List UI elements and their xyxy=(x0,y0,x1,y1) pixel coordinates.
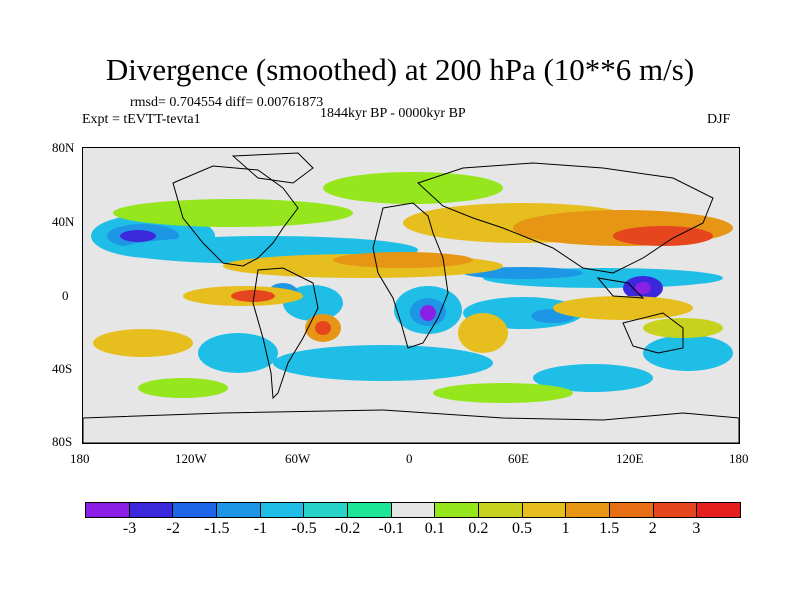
colorbar-label: 1.5 xyxy=(599,520,620,537)
lon-label: 60E xyxy=(508,451,529,466)
colorbar-label: 2 xyxy=(648,520,657,537)
colorbar-label: -2 xyxy=(166,520,180,537)
colorbar-label: 0.1 xyxy=(424,520,445,537)
colorbar-label: 0.2 xyxy=(468,520,489,537)
colorbar-swatch xyxy=(610,503,654,517)
colorbar-swatch xyxy=(653,503,698,517)
lon-label: 180 xyxy=(729,451,749,466)
colorbar-swatch xyxy=(435,503,480,517)
lat-label: 40S xyxy=(52,361,73,376)
lat-label: 40N xyxy=(52,214,75,229)
colorbar xyxy=(85,502,741,518)
stats-line: rmsd= 0.704554 diff= 0.00761873 xyxy=(130,95,324,110)
lon-label: 180 xyxy=(70,451,90,466)
colorbar-swatch xyxy=(522,503,567,517)
colorbar-swatch xyxy=(566,503,611,517)
lon-label: 0 xyxy=(406,451,413,466)
colorbar-label: -0.1 xyxy=(378,520,404,537)
lat-label: 80S xyxy=(52,434,73,449)
colorbar-swatch xyxy=(391,503,436,517)
colorbar-label: -3 xyxy=(122,520,137,537)
map-title: Divergence (smoothed) at 200 hPa (10**6 … xyxy=(105,52,695,87)
lon-label: 120E xyxy=(616,451,644,466)
colorbar-swatch xyxy=(86,503,130,517)
colorbar-swatch xyxy=(173,503,218,517)
time-range-label: 1844kyr BP - 0000kyr BP xyxy=(320,106,466,121)
lat-label: 80N xyxy=(52,140,75,155)
colorbar-label: -0.2 xyxy=(334,520,361,537)
lat-label: 0 xyxy=(62,288,69,303)
colorbar-label: -1.5 xyxy=(204,520,230,537)
lon-label: 120W xyxy=(175,451,207,466)
colorbar-swatch xyxy=(479,503,523,517)
negative-divergence-fields xyxy=(91,214,733,392)
colorbar-label: -1 xyxy=(253,520,268,537)
colorbar-label: 3 xyxy=(692,520,701,537)
colorbar-swatch xyxy=(348,503,392,517)
colorbar-swatch xyxy=(260,503,305,517)
positive-divergence-fields xyxy=(93,172,733,403)
colorbar-swatch xyxy=(697,503,741,517)
colorbar-label: -0.5 xyxy=(291,520,317,537)
lon-label: 60W xyxy=(285,451,311,466)
colorbar-swatch xyxy=(217,503,261,517)
divergence-map xyxy=(82,147,740,444)
season-label: DJF xyxy=(707,112,731,127)
experiment-label: Expt = tEVTT-tevta1 xyxy=(82,112,201,127)
colorbar-swatch xyxy=(129,503,174,517)
colorbar-label: 1 xyxy=(561,520,570,537)
colorbar-swatch xyxy=(304,503,349,517)
colorbar-label: 0.5 xyxy=(512,520,532,537)
map-canvas xyxy=(83,148,739,443)
coastlines xyxy=(83,152,739,443)
